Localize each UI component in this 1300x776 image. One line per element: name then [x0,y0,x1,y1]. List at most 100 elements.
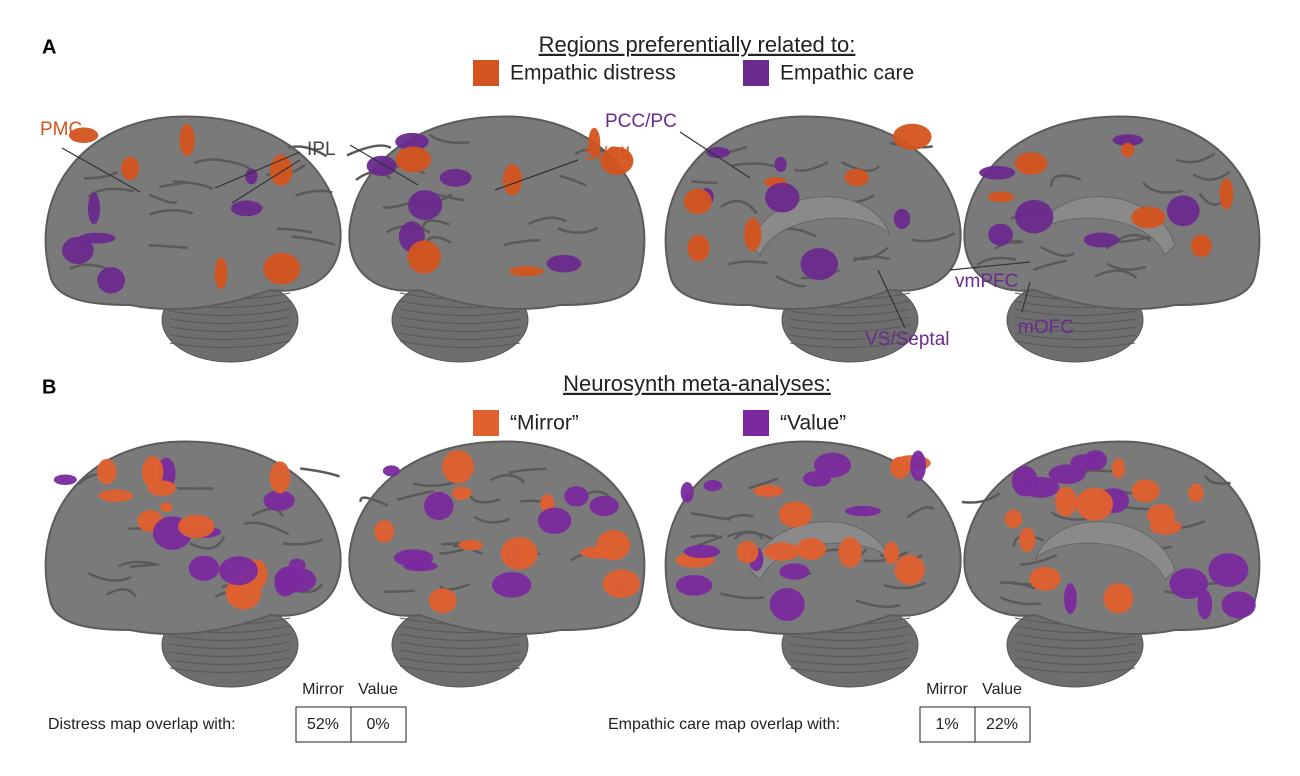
activation-blob [440,169,472,187]
activation-blob [1131,206,1165,228]
panel-title: Regions preferentially related to: [539,32,856,57]
activation-blob [1132,479,1160,502]
activation-blob [1064,583,1077,614]
activation-blob [1208,553,1248,587]
activation-blob [289,559,306,572]
activation-blob [148,480,176,496]
activation-blob [910,450,926,481]
region-label: mOFC [1018,317,1074,338]
activation-blob [189,556,220,581]
activation-blob [1076,488,1113,521]
panel-title: Neurosynth meta-analyses: [563,371,831,396]
activation-blob [1019,528,1035,552]
activation-blob [1084,232,1119,247]
activation-blob [1103,583,1133,613]
brain [962,441,1259,687]
brain [349,441,644,687]
activation-blob [1222,591,1256,618]
activation-blob [775,157,787,172]
activation-blob [374,520,394,543]
table-caption: Empathic care map overlap with: [608,716,840,733]
activation-blob [590,496,619,516]
legend-label: Empathic distress [510,62,676,85]
activation-blob [684,545,720,558]
activation-blob [803,471,831,487]
activation-blob [1015,152,1048,174]
activation-blob [1012,466,1038,497]
brain [666,116,961,362]
activation-blob [97,459,117,485]
activation-blob [403,561,437,571]
activation-blob [838,537,862,567]
activation-blob [603,570,641,598]
activation-blob [383,465,400,476]
activation-blob [687,235,709,262]
region-label: vmPFC [955,271,1018,292]
table-value: 52% [307,716,339,733]
activation-blob [895,555,925,585]
activation-blob [1055,487,1077,516]
activation-blob [180,124,195,156]
activation-blob [1121,143,1134,157]
activation-blob [564,486,589,506]
column-header: Value [358,681,398,698]
activation-blob [744,218,761,251]
activation-blob [796,538,826,560]
activation-blob [1150,519,1182,535]
activation-blob [764,542,800,560]
panel-label: B [42,376,56,398]
column-header: Mirror [302,681,344,698]
activation-blob [509,266,543,276]
legend-label: “Mirror” [510,412,579,435]
activation-blob [765,183,799,213]
legend-swatch [473,410,499,436]
activation-blob [452,487,472,500]
activation-blob [681,482,694,503]
region-label: SI/SII [584,144,630,165]
activation-blob [1015,200,1053,233]
activation-blob [270,155,292,186]
activation-blob [754,485,784,497]
activation-blob [219,556,258,585]
activation-blob [1029,567,1060,591]
activation-blob [99,489,133,501]
activation-blob [979,166,1015,180]
activation-blob [424,492,453,520]
activation-blob [160,502,172,512]
table-caption: Distress map overlap with: [48,716,236,733]
activation-blob [1049,464,1086,483]
activation-blob [395,147,431,173]
activation-blob [890,457,910,479]
activation-blob [800,248,838,280]
brain [46,441,341,687]
brain [666,441,961,687]
activation-blob [676,575,712,596]
legend-swatch [743,60,769,86]
legend-swatch [743,410,769,436]
region-label: VS/Septal [865,329,950,350]
sulcus [300,469,339,477]
activation-blob [538,508,572,534]
activation-blob [893,124,932,150]
activation-blob [270,461,291,493]
activation-blob [519,546,532,563]
legend-label: “Value” [780,412,846,435]
sulcus [385,591,415,592]
activation-blob [429,588,457,613]
region-label: PCC/PC [605,111,677,132]
region-label: PMC [40,119,82,140]
activation-blob [178,515,214,539]
brain-renderings [46,116,1260,687]
activation-blob [442,450,474,484]
activation-blob [458,540,482,551]
activation-blob [884,542,899,564]
activation-blob [704,480,723,491]
activation-blob [845,506,881,516]
activation-blob [845,169,869,186]
activation-blob [894,209,910,229]
activation-blob [1191,235,1212,258]
activation-blob [492,572,531,598]
column-header: Mirror [926,681,968,698]
activation-blob [54,475,77,486]
